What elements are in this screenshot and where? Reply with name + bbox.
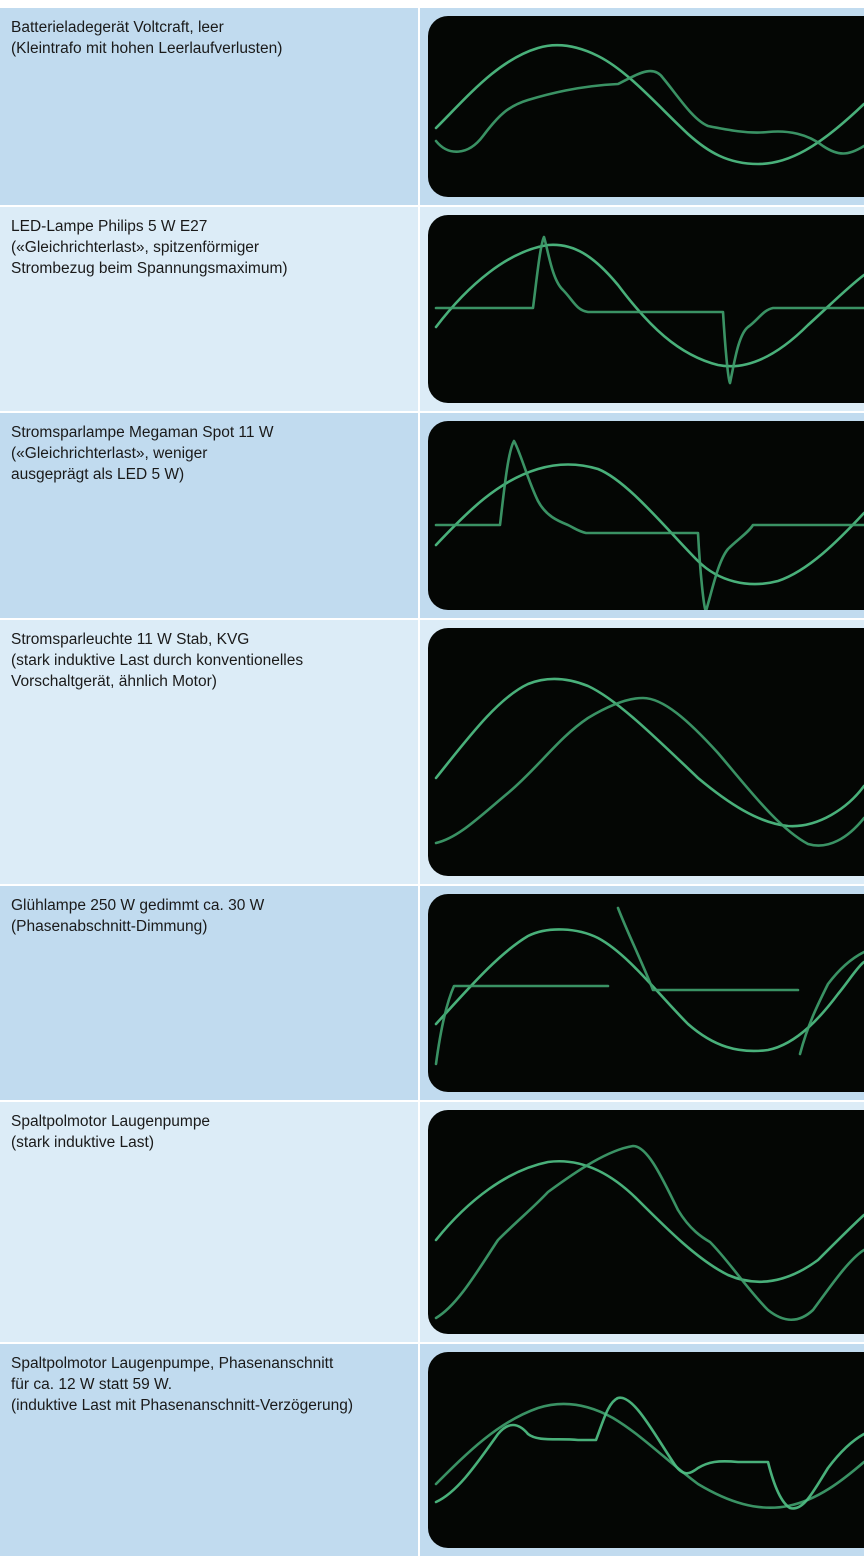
voltage-trace — [434, 928, 864, 1053]
description-cell: LED-Lampe Philips 5 W E27 («Gleichrichte… — [0, 207, 418, 411]
oscilloscope-traces — [434, 439, 864, 610]
voltage-trace — [434, 43, 864, 166]
current-trace — [434, 1144, 864, 1322]
table-row: Spaltpolmotor Laugenpumpe, Phasenanschni… — [0, 1344, 864, 1556]
oscilloscope-screen — [428, 1352, 864, 1548]
table-row: LED-Lampe Philips 5 W E27 («Gleichrichte… — [0, 207, 864, 411]
device-note: (Kleintrafo mit hohen Leerlaufverlusten) — [11, 40, 283, 57]
voltage-trace — [434, 243, 864, 368]
current-trace — [434, 235, 864, 385]
oscilloscope-screen — [428, 894, 864, 1092]
oscilloscope-cell — [420, 8, 864, 205]
oscilloscope-cell — [420, 886, 864, 1100]
device-title: Batterieladegerät Voltcraft, leer — [11, 19, 224, 36]
voltage-trace — [434, 1160, 864, 1284]
oscilloscope-cell — [420, 1102, 864, 1342]
oscilloscope-screen — [428, 215, 864, 403]
oscilloscope-screen — [428, 421, 864, 610]
device-title: Glühlampe 250 W gedimmt ca. 30 W — [11, 897, 265, 914]
current-trace — [434, 696, 864, 847]
device-note: («Gleichrichterlast», spitzenförmiger — [11, 239, 260, 256]
device-note: Vorschaltgerät, ähnlich Motor) — [11, 673, 217, 690]
device-note: ausgeprägt als LED 5 W) — [11, 466, 185, 483]
current-trace — [434, 439, 864, 610]
oscilloscope-traces — [434, 677, 864, 847]
device-note: (induktive Last mit Phasenanschnitt-Verz… — [11, 1397, 354, 1414]
device-title: Stromsparleuchte 11 W Stab, KVG — [11, 631, 250, 648]
oscilloscope-screen — [428, 628, 864, 876]
waveform-table: Batterieladegerät Voltcraft, leer (Klein… — [0, 8, 864, 1556]
table-row: Stromsparleuchte 11 W Stab, KVG (stark i… — [0, 620, 864, 884]
oscilloscope-traces — [434, 1396, 864, 1510]
oscilloscope-cell — [420, 413, 864, 618]
description-cell: Glühlampe 250 W gedimmt ca. 30 W (Phasen… — [0, 886, 418, 1100]
voltage-trace — [434, 1402, 864, 1510]
description-cell: Batterieladegerät Voltcraft, leer (Klein… — [0, 8, 418, 205]
device-title: Spaltpolmotor Laugenpumpe — [11, 1113, 211, 1130]
device-note: Strombezug beim Spannungsmaximum) — [11, 260, 288, 277]
oscilloscope-screen — [428, 1110, 864, 1334]
oscilloscope-cell — [420, 207, 864, 411]
voltage-trace — [434, 463, 864, 586]
current-trace — [798, 950, 864, 1056]
device-note: (stark induktive Last) — [11, 1134, 154, 1151]
table-row: Spaltpolmotor Laugenpumpe (stark indukti… — [0, 1102, 864, 1342]
device-note: (stark induktive Last durch konventionel… — [11, 652, 304, 669]
current-trace — [434, 984, 610, 1066]
table-row: Glühlampe 250 W gedimmt ca. 30 W (Phasen… — [0, 886, 864, 1100]
device-note: (Phasenabschnitt-Dimmung) — [11, 918, 208, 935]
description-cell: Stromsparleuchte 11 W Stab, KVG (stark i… — [0, 620, 418, 884]
table-row: Batterieladegerät Voltcraft, leer (Klein… — [0, 8, 864, 205]
description-cell: Spaltpolmotor Laugenpumpe (stark indukti… — [0, 1102, 418, 1342]
current-trace — [616, 906, 800, 992]
device-title: Stromsparlampe Megaman Spot 11 W — [11, 424, 274, 441]
device-note: («Gleichrichterlast», weniger — [11, 445, 208, 462]
device-note: für ca. 12 W statt 59 W. — [11, 1376, 173, 1393]
voltage-trace — [434, 677, 864, 828]
oscilloscope-traces — [434, 1144, 864, 1322]
oscilloscope-traces — [434, 43, 864, 166]
oscilloscope-cell — [420, 620, 864, 884]
table-row: Stromsparlampe Megaman Spot 11 W («Gleic… — [0, 413, 864, 618]
current-trace — [434, 1396, 864, 1510]
device-title: Spaltpolmotor Laugenpumpe, Phasenanschni… — [11, 1355, 334, 1372]
device-title: LED-Lampe Philips 5 W E27 — [11, 218, 208, 235]
oscilloscope-screen — [428, 16, 864, 197]
oscilloscope-traces — [434, 906, 864, 1066]
oscilloscope-traces — [434, 235, 864, 385]
oscilloscope-cell — [420, 1344, 864, 1556]
description-cell: Spaltpolmotor Laugenpumpe, Phasenanschni… — [0, 1344, 418, 1556]
current-trace — [434, 69, 864, 155]
description-cell: Stromsparlampe Megaman Spot 11 W («Gleic… — [0, 413, 418, 618]
